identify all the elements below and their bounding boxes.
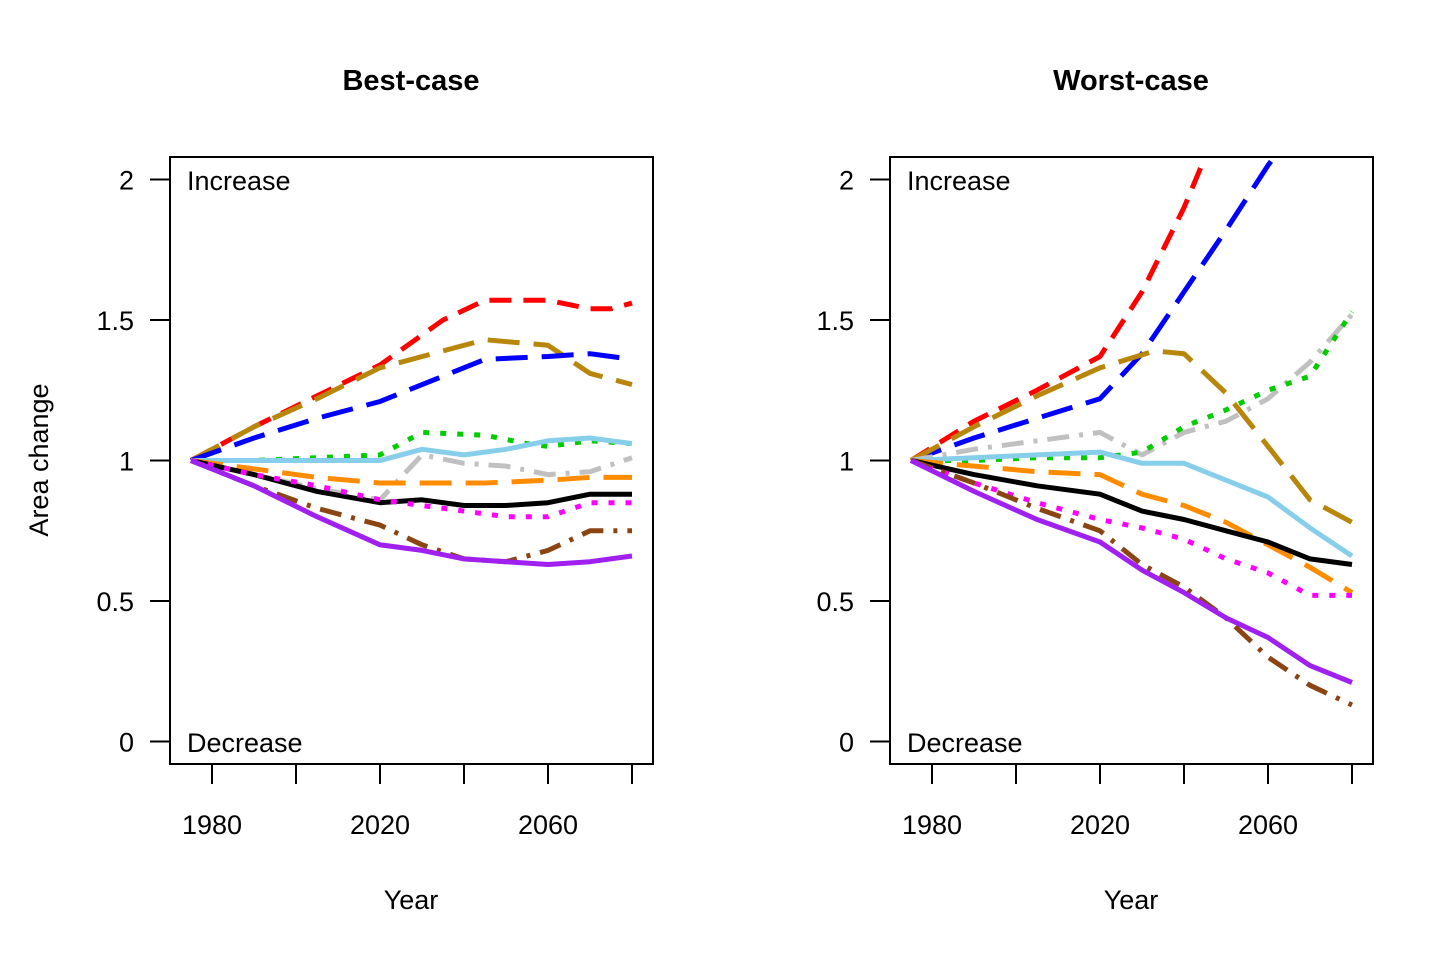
x-tick-label: 2060 — [518, 810, 578, 840]
series-line-7 — [910, 458, 1353, 567]
series-line-5 — [910, 449, 1354, 559]
series-line-3 — [910, 312, 1354, 463]
y-tick-label: 1.5 — [96, 306, 134, 336]
series-line-6 — [910, 458, 1354, 595]
series-line-1 — [189, 337, 633, 463]
y-tick-label: 1.5 — [816, 306, 854, 336]
y-tick-label: 1 — [119, 447, 134, 477]
annotation-increase: Increase — [907, 166, 1011, 196]
plot-area — [189, 297, 633, 567]
annotation-increase: Increase — [187, 166, 291, 196]
x-tick-label: 2020 — [1070, 810, 1130, 840]
series-line-2 — [190, 351, 633, 463]
y-tick-label: 0.5 — [816, 587, 854, 617]
x-tick-label: 1980 — [902, 810, 962, 840]
x-tick-label: 2060 — [1238, 810, 1298, 840]
series-line-4 — [911, 310, 1355, 463]
chart-title: Worst-case — [1053, 65, 1209, 97]
x-axis-label: Year — [384, 885, 439, 915]
y-tick-label: 1 — [839, 447, 854, 477]
x-tick-label: 1980 — [182, 810, 242, 840]
panel-best-case: Best-case Increase Decrease Year Area ch… — [24, 65, 654, 915]
series-line-8 — [910, 458, 1352, 598]
series-line-9 — [910, 458, 1354, 708]
y-tick-label: 2 — [119, 165, 134, 195]
series-line-8 — [190, 458, 632, 520]
y-tick-label: 2 — [839, 165, 854, 195]
chart-title: Best-case — [342, 65, 479, 97]
series-line-6 — [190, 458, 632, 486]
series-line-4 — [191, 435, 633, 463]
annotation-decrease: Decrease — [907, 728, 1023, 758]
series-line-9 — [190, 458, 632, 565]
x-tick-label: 2020 — [350, 810, 410, 840]
plot-area — [909, 157, 1355, 708]
series-line-2 — [909, 348, 1354, 525]
series-line-10 — [909, 458, 1353, 685]
annotation-decrease: Decrease — [187, 728, 303, 758]
series-line-7 — [190, 458, 632, 508]
y-tick-label: 0 — [839, 728, 854, 758]
y-axis-label: Area change — [24, 383, 54, 536]
x-axis-label: Year — [1104, 885, 1159, 915]
series-line-0 — [909, 157, 1208, 463]
series-line-10 — [190, 458, 633, 567]
y-tick-label: 0.5 — [96, 587, 134, 617]
y-tick-label: 0 — [119, 728, 134, 758]
panel-worst-case: Worst-case Increase Decrease Year 0 0.5 1 1… — [816, 65, 1374, 915]
